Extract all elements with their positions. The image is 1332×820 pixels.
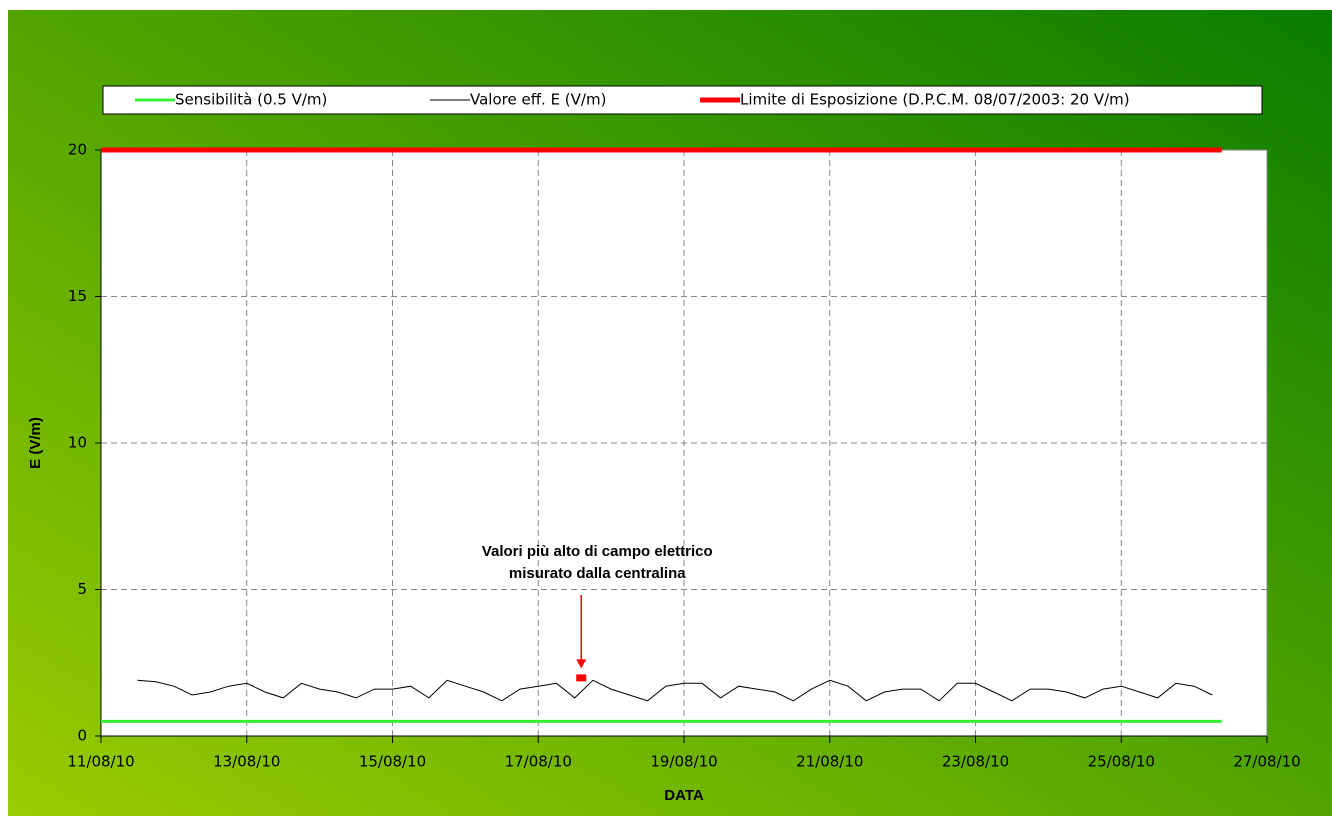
x-tick-label: 25/08/10 bbox=[1088, 753, 1155, 771]
x-tick-label: 27/08/10 bbox=[1233, 753, 1300, 771]
x-tick-label: 15/08/10 bbox=[359, 753, 426, 771]
x-axis-label: DATA bbox=[664, 787, 704, 804]
x-tick-label: 19/08/10 bbox=[650, 753, 717, 771]
annotation-marker bbox=[576, 674, 587, 682]
legend-label: Valore eff. E (V/m) bbox=[470, 91, 606, 109]
legend-label: Limite di Esposizione (D.P.C.M. 08/07/20… bbox=[740, 91, 1130, 109]
y-axis-label: E (V/m) bbox=[27, 417, 44, 469]
x-tick-label: 17/08/10 bbox=[505, 753, 572, 771]
legend bbox=[102, 85, 1263, 115]
x-tick-label: 13/08/10 bbox=[213, 753, 280, 771]
y-tick-label: 20 bbox=[68, 141, 87, 159]
x-tick-label: 21/08/10 bbox=[796, 753, 863, 771]
annotation-text: Valori più alto di campo elettrico bbox=[482, 543, 713, 560]
y-tick-label: 15 bbox=[68, 287, 87, 305]
y-tick-label: 5 bbox=[77, 580, 87, 598]
series-line bbox=[137, 679, 1213, 702]
y-tick-label: 10 bbox=[68, 434, 87, 452]
annotation-arrowhead bbox=[576, 659, 587, 669]
legend-label: Sensibilità (0.5 V/m) bbox=[175, 91, 327, 109]
x-tick-label: 11/08/10 bbox=[67, 753, 134, 771]
annotation-text: misurato dalla centralina bbox=[509, 565, 686, 582]
x-tick-label: 23/08/10 bbox=[942, 753, 1009, 771]
y-tick-label: 0 bbox=[77, 727, 87, 745]
